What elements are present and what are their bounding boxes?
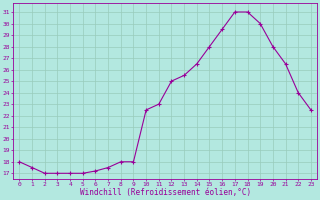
X-axis label: Windchill (Refroidissement éolien,°C): Windchill (Refroidissement éolien,°C) [80,188,251,197]
